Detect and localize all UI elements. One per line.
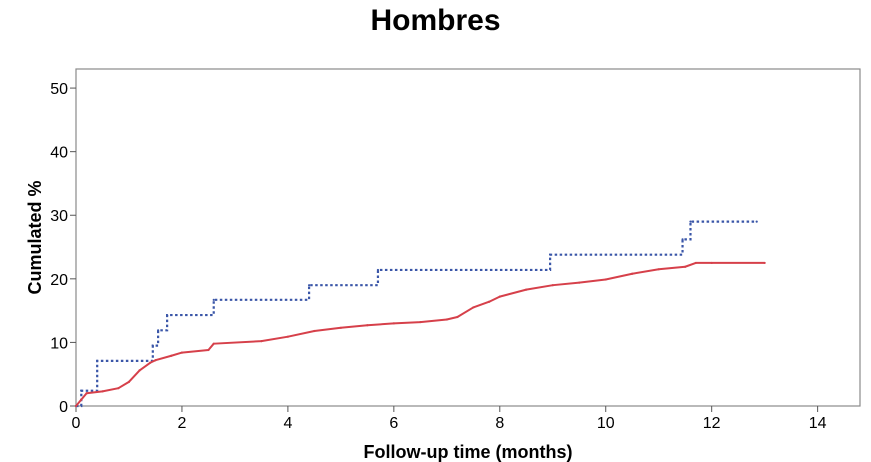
series-0-point: [212, 298, 215, 301]
series-1-point: [149, 361, 152, 364]
series-1-point: [101, 390, 104, 393]
series-0-point: [151, 344, 154, 347]
y-tick-label: 20: [50, 272, 68, 289]
series-0-point: [166, 313, 169, 317]
series-0-point: [755, 220, 758, 223]
series-1-point: [488, 300, 491, 303]
y-tick-label: 30: [50, 208, 68, 225]
series-0-point: [80, 389, 83, 392]
y-tick-label: 10: [50, 335, 68, 352]
x-tick-label: 10: [597, 415, 615, 432]
series-1-point: [684, 265, 687, 268]
x-tick-label: 0: [72, 415, 81, 432]
series-1-point: [260, 340, 263, 343]
x-axis-title: Follow-up time (months): [364, 442, 573, 462]
series-1-point: [456, 315, 459, 319]
x-tick-label: 2: [177, 415, 186, 432]
series-1-point: [763, 261, 766, 265]
series-1-point: [170, 354, 173, 357]
series-1-point: [551, 284, 554, 287]
series-1-point: [138, 369, 141, 372]
series-1-point: [694, 261, 697, 265]
series-1-point: [127, 380, 131, 383]
series-1-point: [392, 322, 395, 325]
series-1-point: [117, 387, 120, 390]
x-tick-label: 8: [495, 415, 504, 432]
y-axis-title: Cumulated %: [25, 180, 45, 294]
plot-frame: [75, 68, 861, 407]
series-1-point: [657, 268, 660, 271]
series-1-point: [286, 335, 289, 338]
series-1-point: [85, 392, 88, 395]
series-line-1: [75, 261, 765, 407]
y-tick-label: 50: [50, 81, 68, 98]
series-0-point: [689, 220, 692, 223]
series-1-point: [631, 272, 634, 275]
series-0-point: [157, 329, 160, 332]
x-tick-label: 14: [809, 415, 827, 432]
x-tick-label: 12: [703, 415, 721, 432]
series-1-point: [498, 295, 501, 298]
y-tick-label: 0: [59, 399, 68, 416]
y-tick-label: 40: [50, 145, 68, 162]
series-1-point: [604, 278, 607, 281]
series-line-0: [76, 220, 757, 408]
series-0-point: [376, 268, 380, 272]
series-1-point: [419, 320, 422, 324]
series-0-point: [549, 253, 552, 256]
series-1-point: [74, 404, 78, 408]
series-1-point: [80, 398, 83, 401]
series-1-point: [207, 348, 210, 352]
series-1-point: [180, 351, 184, 354]
series-1-point: [313, 329, 316, 333]
series-1-point: [445, 318, 448, 321]
series-0-point: [681, 238, 684, 241]
series-1-point: [710, 261, 713, 265]
series-0-point: [96, 359, 99, 362]
series-1-point: [339, 326, 342, 329]
series-1-point: [154, 359, 157, 362]
series-1-point: [525, 288, 528, 291]
chart-title: Hombres: [370, 4, 501, 37]
series-1-point: [212, 342, 215, 345]
x-tick-label: 6: [389, 415, 398, 432]
series-1-point: [366, 324, 369, 327]
x-tick-label: 4: [283, 415, 292, 432]
series-1-point: [472, 306, 475, 309]
series-1-point: [578, 281, 581, 284]
series-0-point: [307, 284, 311, 287]
